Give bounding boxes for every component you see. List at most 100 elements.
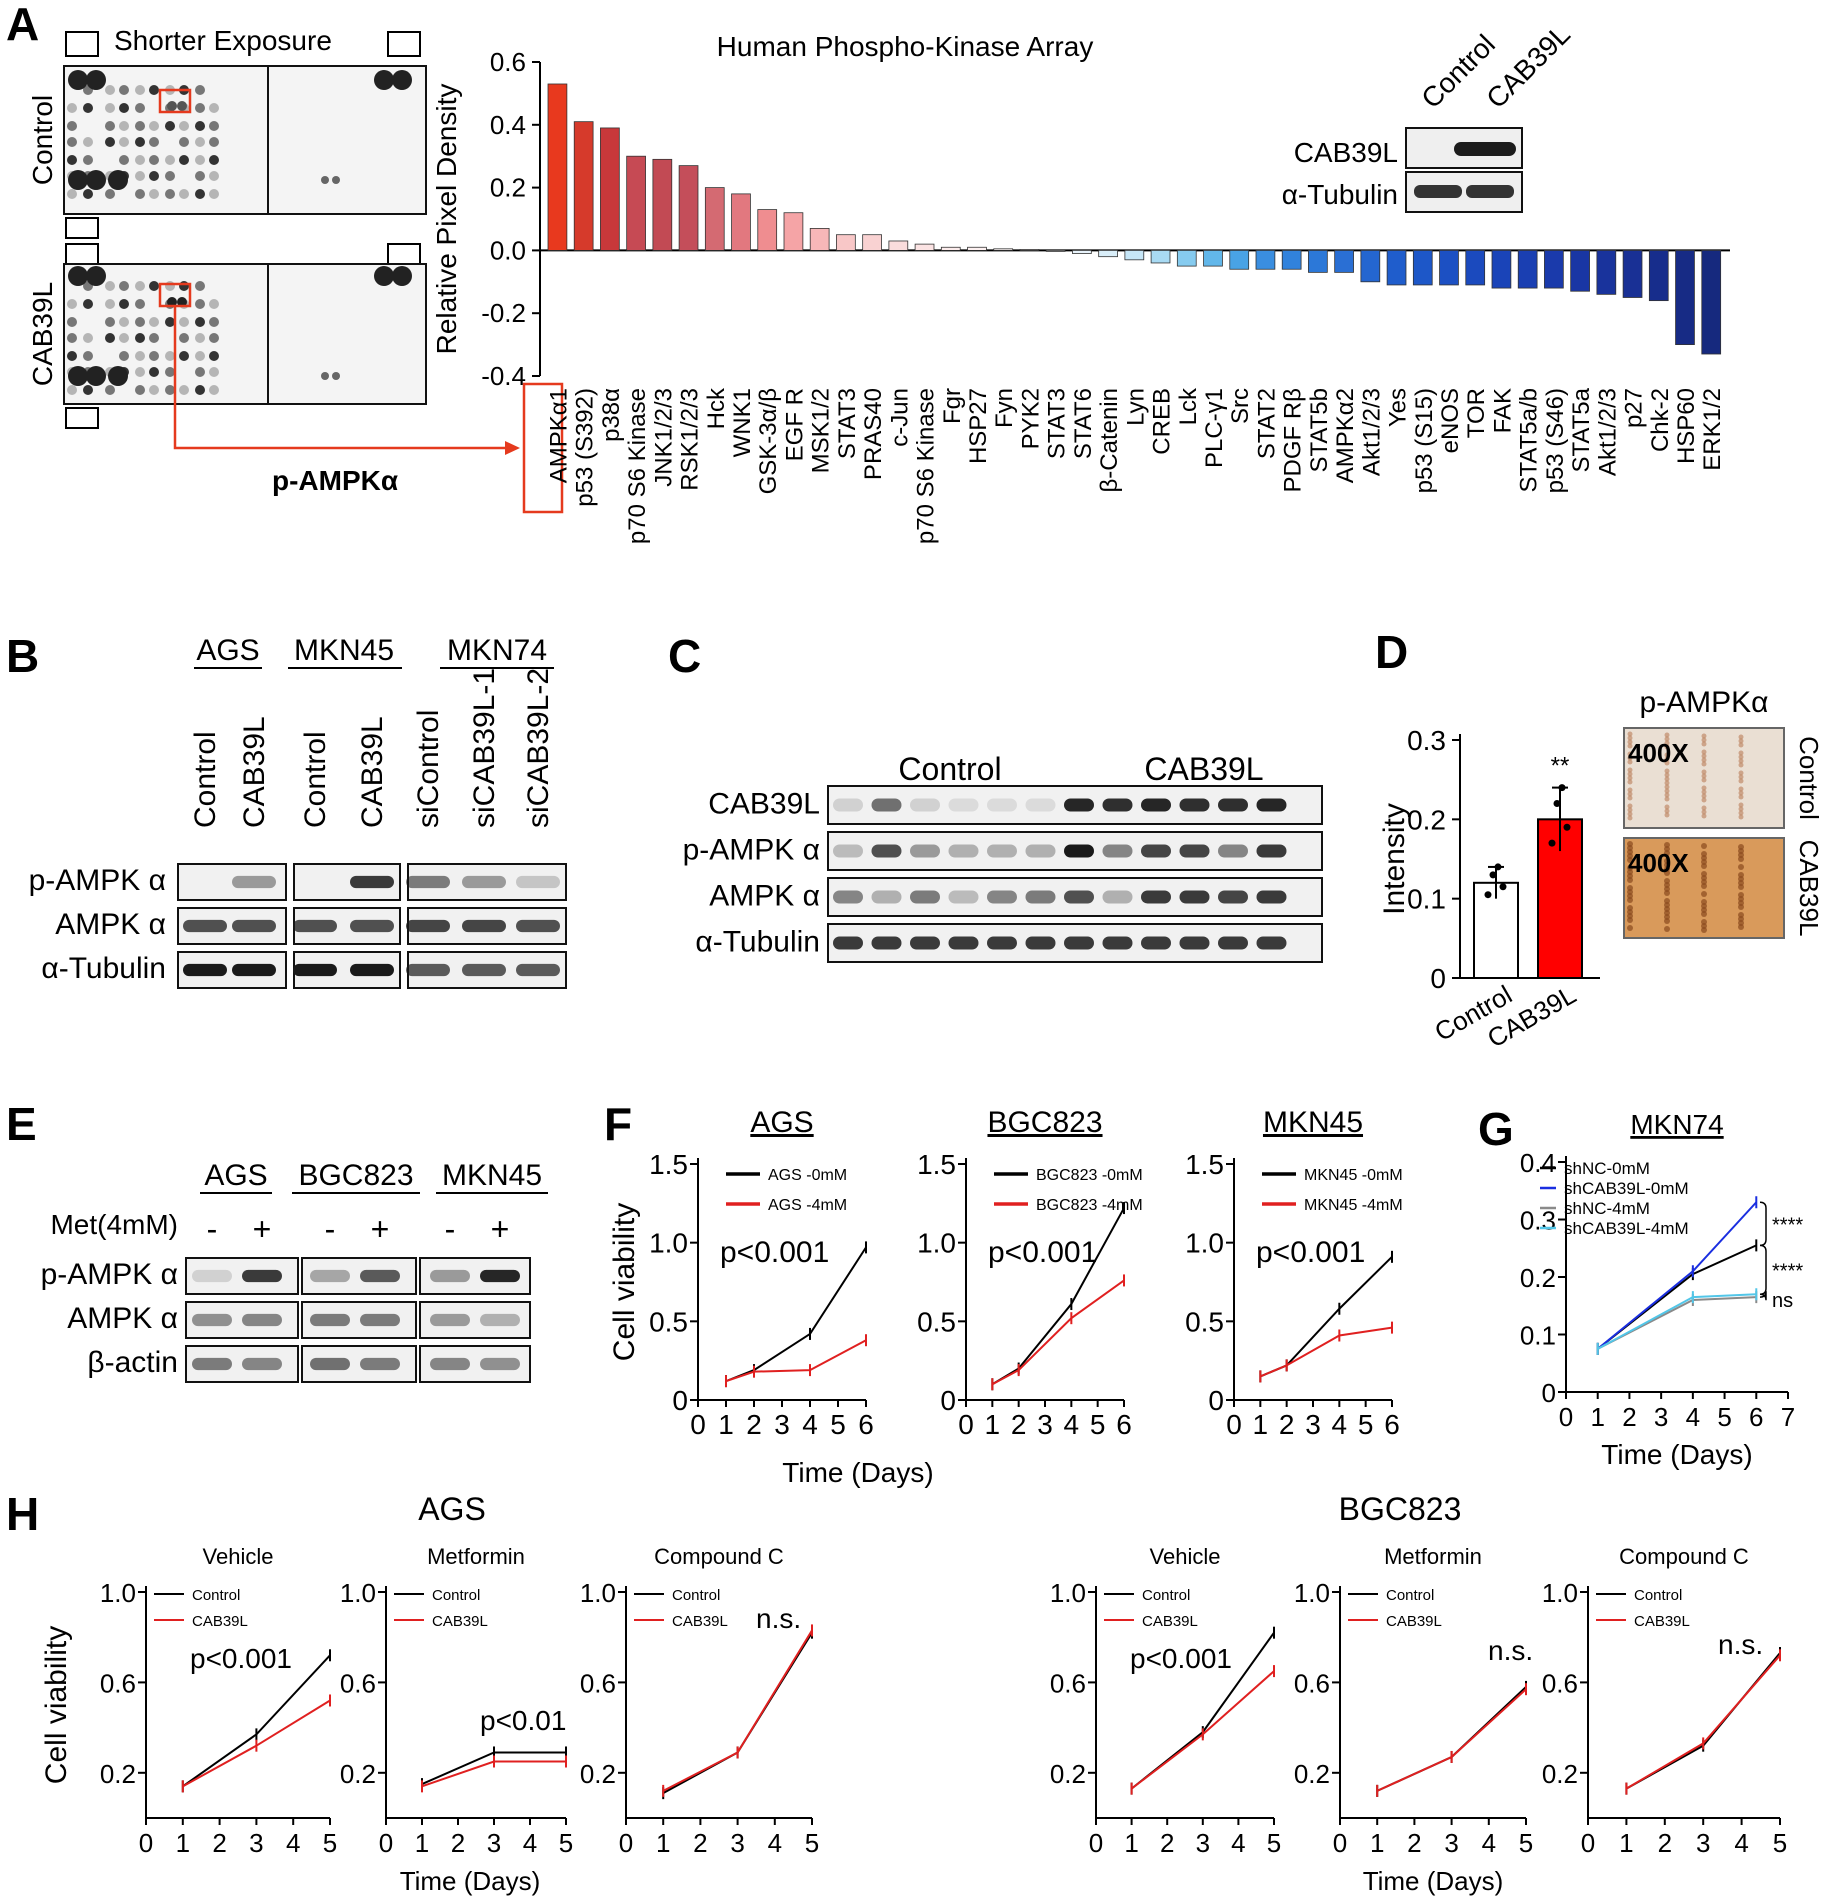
category-label: AMPKα2 [1332, 388, 1359, 483]
ihc-cell [1738, 814, 1744, 820]
blot-row-label: p-AMPK α [29, 864, 166, 897]
lane-label: siControl [412, 710, 445, 828]
category-label: HSP60 [1673, 388, 1700, 464]
blot-band [242, 1313, 282, 1327]
highlight-category-box [522, 382, 564, 514]
ihc-cell [1627, 853, 1633, 859]
blot-band [833, 890, 863, 904]
array-spot [209, 367, 219, 377]
blot-row-label: CAB39L [708, 787, 820, 820]
line-chart-F1: AGS 0 0.5 1.0 1.5 0 1 2 3 4 5 6 Cell viability AGS -0… [608, 1106, 874, 1440]
bar [652, 158, 673, 251]
x-tick-label: 0 [958, 1409, 974, 1440]
array-spot [321, 372, 329, 380]
line-chart-H3: Compound C 0.2 0.6 1.0 0 1 2 3 4 5 Control CAB39L n.… [580, 1544, 819, 1858]
callout-arrow [173, 306, 505, 450]
blot-band [948, 844, 979, 858]
array-spot [149, 137, 159, 147]
y-tick-label: 0 [940, 1385, 956, 1416]
chart-title: AGS [750, 1106, 813, 1139]
chart-title: MKN45 [1263, 1106, 1363, 1139]
ihc-cell [1627, 731, 1633, 737]
legend-label: Control [1634, 1587, 1682, 1604]
array-spot [149, 281, 159, 291]
legend-label: BGC823 -0mM [1036, 1167, 1143, 1184]
blot-band [871, 890, 902, 904]
array-spot [195, 281, 205, 291]
group-label: CAB39L [1144, 751, 1263, 787]
blot-band [1256, 890, 1287, 904]
chart-title: Metformin [1384, 1544, 1482, 1569]
bar [1255, 249, 1276, 270]
ihc-images: p-AMPKα 400X 400X Control CAB39L [1623, 686, 1824, 939]
legend-label: Control [192, 1587, 240, 1604]
treatment-sign: + [491, 1211, 510, 1247]
annotation: n.s. [756, 1603, 801, 1634]
significance-bracket [1759, 1291, 1767, 1301]
ihc-cell [1627, 905, 1633, 911]
category-label: PDGF Rβ [1280, 388, 1307, 492]
x-tick-label: 3 [249, 1828, 263, 1858]
ihc-cell [1701, 797, 1707, 803]
array-spot [119, 299, 129, 309]
x-tick-label: 6 [1749, 1402, 1763, 1432]
blot-box [177, 863, 287, 901]
blot-band [480, 1313, 520, 1327]
x-tick-label: 5 [323, 1828, 337, 1858]
group-label: BGC823 [298, 1159, 413, 1192]
array-spot [83, 351, 93, 361]
ihc-cell [1738, 912, 1744, 918]
blot-band [242, 1357, 282, 1371]
ihc-cell [1701, 927, 1707, 933]
x-tick-label: 6 [858, 1409, 874, 1440]
bar [1360, 249, 1381, 283]
array-spot [83, 385, 93, 395]
ihc-cell [1738, 790, 1744, 796]
blot-band [310, 1357, 350, 1371]
blot-band [1141, 890, 1171, 904]
y-tick-label: 0.6 [1294, 1668, 1330, 1698]
significance-label: **** [1772, 1214, 1803, 1236]
ampk-spot [177, 101, 187, 111]
y-tick-label: 0.3 [1407, 725, 1446, 756]
ihc-cell [1738, 920, 1744, 926]
ihc-cell [1664, 740, 1670, 746]
y-tick-label: 0 [1542, 1378, 1556, 1408]
bar [1045, 249, 1066, 252]
ihc-cell [1664, 878, 1670, 884]
array-spot [179, 189, 189, 199]
blot-row-label: p-AMPK α [41, 1258, 178, 1291]
bar [809, 228, 830, 251]
blot-row-label: AMPK α [709, 879, 820, 912]
legend-label: CAB39L [192, 1613, 248, 1630]
blot-band [987, 890, 1017, 904]
series-line [991, 1279, 1125, 1386]
series-line [1625, 1652, 1781, 1790]
category-label: p70 S6 Kinase [624, 388, 651, 544]
bar [1386, 249, 1407, 286]
category-label: FAK [1489, 388, 1516, 433]
y-tick-label: 0.2 [1294, 1759, 1330, 1789]
reference-spot [374, 266, 394, 286]
x-tick-label: 0 [1559, 1402, 1573, 1432]
y-tick-label: 1.0 [340, 1578, 376, 1608]
array-spot [135, 189, 145, 199]
blot-band [1179, 890, 1210, 904]
category-label: WNK1 [729, 388, 756, 457]
legend-label: MKN45 -0mM [1304, 1167, 1403, 1184]
array-spot [332, 372, 340, 380]
blot-band [1025, 798, 1056, 812]
bar [1465, 249, 1486, 286]
array-spot [67, 385, 77, 395]
array-spot [149, 385, 159, 395]
ihc-cell [1627, 759, 1633, 765]
blot-band [516, 875, 560, 889]
blot-band [1179, 936, 1210, 950]
shared-xlabel: Time (Days) [400, 1866, 541, 1896]
legend-label: CAB39L [1386, 1613, 1442, 1630]
series-line [1259, 1326, 1393, 1378]
category-label: p53 (S46) [1542, 388, 1569, 493]
x-tick-label: 2 [451, 1828, 465, 1858]
ihc-cell [1701, 843, 1707, 849]
